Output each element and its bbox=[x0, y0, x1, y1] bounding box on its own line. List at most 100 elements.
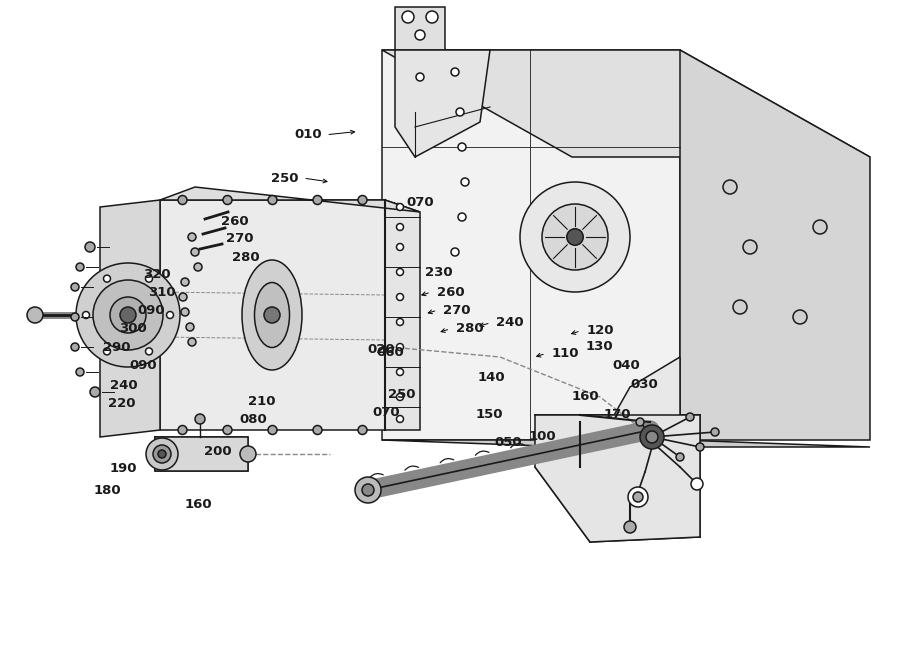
Circle shape bbox=[268, 195, 277, 205]
Circle shape bbox=[358, 426, 367, 434]
Text: 320: 320 bbox=[143, 268, 171, 281]
Text: 050: 050 bbox=[494, 436, 522, 449]
Polygon shape bbox=[395, 50, 490, 157]
Circle shape bbox=[158, 450, 166, 458]
Text: 240: 240 bbox=[110, 379, 138, 392]
Text: 300: 300 bbox=[119, 322, 147, 336]
Circle shape bbox=[396, 319, 403, 325]
Circle shape bbox=[223, 195, 232, 205]
Circle shape bbox=[120, 307, 136, 323]
Text: 100: 100 bbox=[528, 430, 556, 444]
Circle shape bbox=[793, 310, 807, 324]
Circle shape bbox=[145, 348, 153, 355]
Circle shape bbox=[268, 426, 277, 434]
Text: 280: 280 bbox=[456, 322, 483, 336]
Circle shape bbox=[451, 68, 459, 76]
Text: 080: 080 bbox=[239, 413, 267, 426]
Circle shape bbox=[355, 477, 381, 503]
Circle shape bbox=[451, 248, 459, 256]
Circle shape bbox=[396, 223, 403, 231]
Circle shape bbox=[93, 280, 163, 350]
Circle shape bbox=[396, 394, 403, 400]
Circle shape bbox=[181, 308, 189, 316]
Text: 090: 090 bbox=[137, 304, 165, 317]
Circle shape bbox=[461, 178, 469, 186]
Circle shape bbox=[188, 338, 196, 346]
Circle shape bbox=[104, 275, 110, 282]
Circle shape bbox=[85, 242, 95, 252]
Circle shape bbox=[628, 487, 648, 507]
Polygon shape bbox=[382, 50, 870, 157]
Polygon shape bbox=[382, 50, 680, 440]
Circle shape bbox=[640, 425, 664, 449]
Circle shape bbox=[458, 143, 466, 151]
Polygon shape bbox=[395, 7, 445, 50]
Text: 220: 220 bbox=[108, 397, 135, 410]
Circle shape bbox=[194, 263, 202, 271]
Circle shape bbox=[166, 311, 174, 319]
Circle shape bbox=[186, 323, 194, 331]
Circle shape bbox=[188, 233, 196, 241]
Text: 020: 020 bbox=[368, 343, 395, 356]
Circle shape bbox=[696, 443, 704, 451]
Text: 160: 160 bbox=[572, 390, 599, 403]
Text: 270: 270 bbox=[226, 232, 254, 245]
Text: 130: 130 bbox=[585, 340, 613, 354]
Text: 030: 030 bbox=[630, 378, 658, 391]
Circle shape bbox=[178, 195, 187, 205]
Circle shape bbox=[813, 220, 827, 234]
Circle shape bbox=[624, 521, 636, 533]
Circle shape bbox=[636, 418, 644, 426]
Circle shape bbox=[240, 446, 256, 462]
Text: 090: 090 bbox=[130, 359, 157, 372]
Circle shape bbox=[396, 344, 403, 350]
Circle shape bbox=[396, 416, 403, 422]
Circle shape bbox=[396, 269, 403, 275]
Text: 070: 070 bbox=[406, 195, 434, 209]
Text: 010: 010 bbox=[294, 128, 322, 141]
Circle shape bbox=[153, 445, 171, 463]
Circle shape bbox=[676, 453, 684, 461]
Circle shape bbox=[83, 311, 89, 319]
Polygon shape bbox=[385, 200, 420, 430]
Text: 170: 170 bbox=[604, 408, 631, 422]
Circle shape bbox=[71, 313, 79, 321]
Text: 260: 260 bbox=[437, 285, 464, 299]
Ellipse shape bbox=[242, 260, 302, 370]
Circle shape bbox=[27, 307, 43, 323]
Text: 280: 280 bbox=[232, 251, 259, 264]
Ellipse shape bbox=[255, 283, 289, 348]
Polygon shape bbox=[680, 50, 870, 440]
Polygon shape bbox=[155, 437, 248, 471]
Circle shape bbox=[456, 108, 464, 116]
Circle shape bbox=[711, 428, 719, 436]
Text: 260: 260 bbox=[221, 215, 248, 228]
Text: 200: 200 bbox=[204, 445, 232, 458]
Circle shape bbox=[179, 293, 187, 301]
Circle shape bbox=[415, 30, 425, 40]
Circle shape bbox=[542, 204, 608, 270]
Circle shape bbox=[181, 278, 189, 286]
Text: 250: 250 bbox=[271, 171, 299, 185]
Polygon shape bbox=[600, 357, 680, 440]
Circle shape bbox=[71, 283, 79, 291]
Circle shape bbox=[458, 213, 466, 221]
Polygon shape bbox=[160, 187, 420, 212]
Text: 040: 040 bbox=[612, 359, 640, 372]
Circle shape bbox=[76, 368, 84, 376]
Circle shape bbox=[223, 426, 232, 434]
Text: 210: 210 bbox=[248, 395, 276, 408]
Text: 140: 140 bbox=[478, 371, 505, 384]
Circle shape bbox=[723, 180, 737, 194]
Circle shape bbox=[76, 263, 180, 367]
Circle shape bbox=[90, 387, 100, 397]
Circle shape bbox=[426, 11, 438, 23]
Circle shape bbox=[71, 343, 79, 351]
Circle shape bbox=[313, 426, 322, 434]
Circle shape bbox=[110, 297, 146, 333]
Circle shape bbox=[686, 413, 694, 421]
Circle shape bbox=[743, 240, 757, 254]
Text: 110: 110 bbox=[551, 347, 579, 360]
Circle shape bbox=[396, 293, 403, 301]
Circle shape bbox=[146, 438, 178, 470]
